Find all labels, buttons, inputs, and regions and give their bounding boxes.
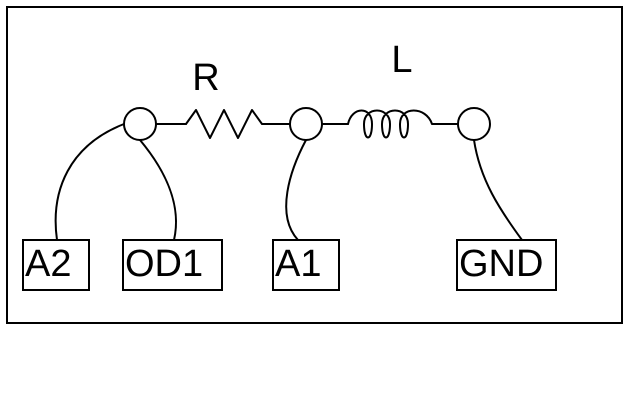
terminal-a2: A2 bbox=[22, 239, 90, 291]
terminal-gnd: GND bbox=[456, 239, 557, 291]
terminal-a1: A1 bbox=[272, 239, 340, 291]
svg-text:A2: A2 bbox=[25, 243, 71, 285]
node-3 bbox=[457, 107, 491, 141]
resistor-label: R bbox=[192, 57, 219, 99]
inductor-label: L bbox=[391, 39, 412, 81]
svg-text:GND: GND bbox=[459, 243, 543, 285]
svg-text:OD1: OD1 bbox=[125, 243, 203, 285]
inductor-symbol bbox=[347, 109, 459, 139]
node-2 bbox=[289, 107, 323, 141]
wire-node2-a1 bbox=[285, 139, 307, 241]
node-1 bbox=[123, 107, 157, 141]
terminal-od1: OD1 bbox=[122, 239, 223, 291]
wire-node1-a2 bbox=[54, 123, 125, 241]
wire-node3-gnd bbox=[473, 139, 523, 241]
svg-text:A1: A1 bbox=[275, 243, 321, 285]
resistor-symbol bbox=[185, 109, 291, 139]
wire-node1-od1 bbox=[139, 139, 177, 241]
